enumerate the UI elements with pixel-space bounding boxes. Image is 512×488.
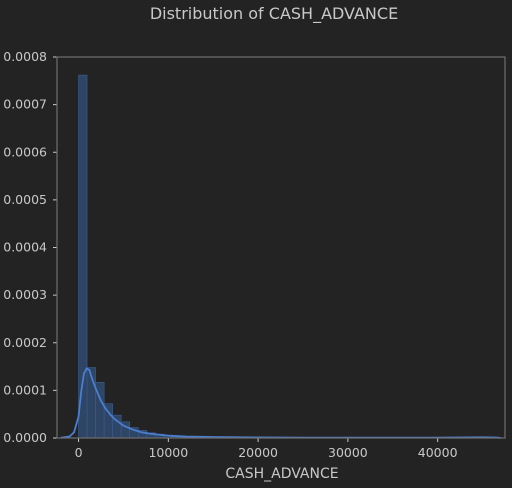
chart-title: Distribution of CASH_ADVANCE	[150, 4, 398, 24]
x-tick-label: 40000	[418, 445, 458, 460]
y-tick-label: 0.0005	[3, 192, 47, 207]
y-tick-label: 0.0007	[3, 97, 47, 112]
y-tick-label: 0.0008	[3, 49, 47, 64]
y-tick-label: 0.0001	[3, 382, 47, 397]
x-tick-label: 20000	[238, 445, 278, 460]
y-tick-label: 0.0002	[3, 335, 47, 350]
x-axis: 0 10000 20000 30000 40000	[75, 438, 458, 460]
y-tick-label: 0.0004	[3, 240, 47, 255]
y-tick-label: 0.0006	[3, 144, 47, 159]
y-axis: 0.0000 0.0001 0.0002 0.0003 0.0004 0.0005 0.00…	[3, 49, 57, 445]
x-tick-label: 10000	[148, 445, 188, 460]
plot-frame	[56, 56, 506, 439]
x-tick-label: 0	[75, 445, 83, 460]
y-tick-label: 0.0000	[3, 430, 47, 445]
x-tick-label: 30000	[328, 445, 368, 460]
y-tick-label: 0.0003	[3, 287, 47, 302]
x-axis-label: CASH_ADVANCE	[225, 466, 338, 482]
